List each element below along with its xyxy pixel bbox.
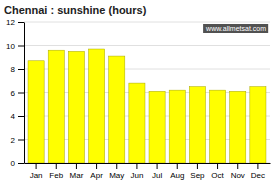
annotation-group: www.allmetsat.com (203, 24, 268, 33)
tick-mark (76, 163, 77, 169)
bar (250, 87, 266, 163)
axis-line (24, 23, 25, 164)
tick-label: 4 (11, 112, 16, 121)
tick: Nov (231, 163, 245, 180)
tick: Dec (251, 163, 265, 180)
tick-mark (18, 163, 24, 164)
tick-mark (257, 163, 258, 169)
tick-label: 10 (6, 42, 15, 51)
annotation: www.allmetsat.com (205, 25, 266, 32)
tick: 10 (6, 42, 24, 51)
tick-label: Jun (130, 171, 143, 180)
title: Chennai : sunshine (hours) (4, 4, 147, 16)
tick-label: 12 (6, 18, 15, 27)
tick: Jul (152, 163, 162, 180)
tick-label: Mar (70, 171, 84, 180)
y-axis: 0 2 4 6 8 10 12 (6, 18, 24, 168)
tick-mark (197, 163, 198, 169)
tick-mark (237, 163, 238, 169)
plot-area: 0 2 4 6 8 10 12 Jan Feb Mar Apr May Jun Jul Aug Sep Oct N… (6, 18, 270, 180)
tick: Mar (70, 163, 84, 180)
tick: Aug (170, 163, 184, 180)
tick: May (109, 163, 124, 180)
tick: Apr (90, 163, 103, 180)
tick-label: Jan (30, 171, 43, 180)
bar (169, 90, 185, 163)
tick-label: Aug (170, 171, 184, 180)
bar (230, 91, 246, 163)
tick-mark (18, 93, 24, 94)
tick-label: Oct (211, 171, 224, 180)
bar (210, 90, 226, 163)
chart-container: Chennai : sunshine (hours) 0 2 4 6 8 10 12 Jan Fe… (0, 0, 278, 181)
tick-label: 0 (11, 159, 16, 168)
tick: Jan (30, 163, 43, 180)
tick: 2 (11, 136, 24, 145)
tick-mark (18, 140, 24, 141)
tick: 12 (6, 18, 24, 27)
axis-line (25, 163, 271, 164)
grid (24, 22, 270, 163)
bar (149, 91, 165, 163)
tick-label: 8 (11, 65, 16, 74)
bar (28, 61, 44, 163)
grid-line (24, 22, 270, 23)
tick-mark (177, 163, 178, 169)
tick: 0 (11, 159, 24, 168)
tick-label: Nov (231, 171, 245, 180)
tick-mark (157, 163, 158, 169)
tick: Jun (130, 163, 143, 180)
tick-mark (96, 163, 97, 169)
tick-mark (136, 163, 137, 169)
grid-line (24, 45, 270, 46)
tick-label: 6 (11, 89, 16, 98)
bar (48, 50, 64, 163)
bar (129, 83, 145, 163)
tick: 4 (11, 112, 24, 121)
tick-mark (116, 163, 117, 169)
tick-mark (56, 163, 57, 169)
bars (28, 49, 266, 163)
tick: 6 (11, 89, 24, 98)
tick: Sep (190, 163, 205, 180)
x-axis: Jan Feb Mar Apr May Jun Jul Aug Sep Oct Nov Dec (25, 163, 271, 180)
tick-mark (18, 46, 24, 47)
tick-label: Sep (190, 171, 205, 180)
chart-svg: Chennai : sunshine (hours) 0 2 4 6 8 10 12 Jan Fe… (0, 0, 278, 181)
tick-mark (18, 116, 24, 117)
bar (89, 49, 105, 163)
tick-mark (18, 22, 24, 23)
tick-mark (18, 69, 24, 70)
bar (109, 56, 125, 163)
tick-mark (36, 163, 37, 169)
tick-mark (217, 163, 218, 169)
tick-label: May (109, 171, 124, 180)
tick-label: Feb (49, 171, 63, 180)
bar (189, 87, 205, 163)
tick-label: 2 (11, 136, 16, 145)
tick: Oct (211, 163, 224, 180)
bar (68, 51, 84, 163)
tick-label: Jul (152, 171, 162, 180)
tick-label: Apr (90, 171, 103, 180)
annotation-background (203, 24, 268, 33)
tick: 8 (11, 65, 24, 74)
tick: Feb (49, 163, 63, 180)
tick-label: Dec (251, 171, 265, 180)
